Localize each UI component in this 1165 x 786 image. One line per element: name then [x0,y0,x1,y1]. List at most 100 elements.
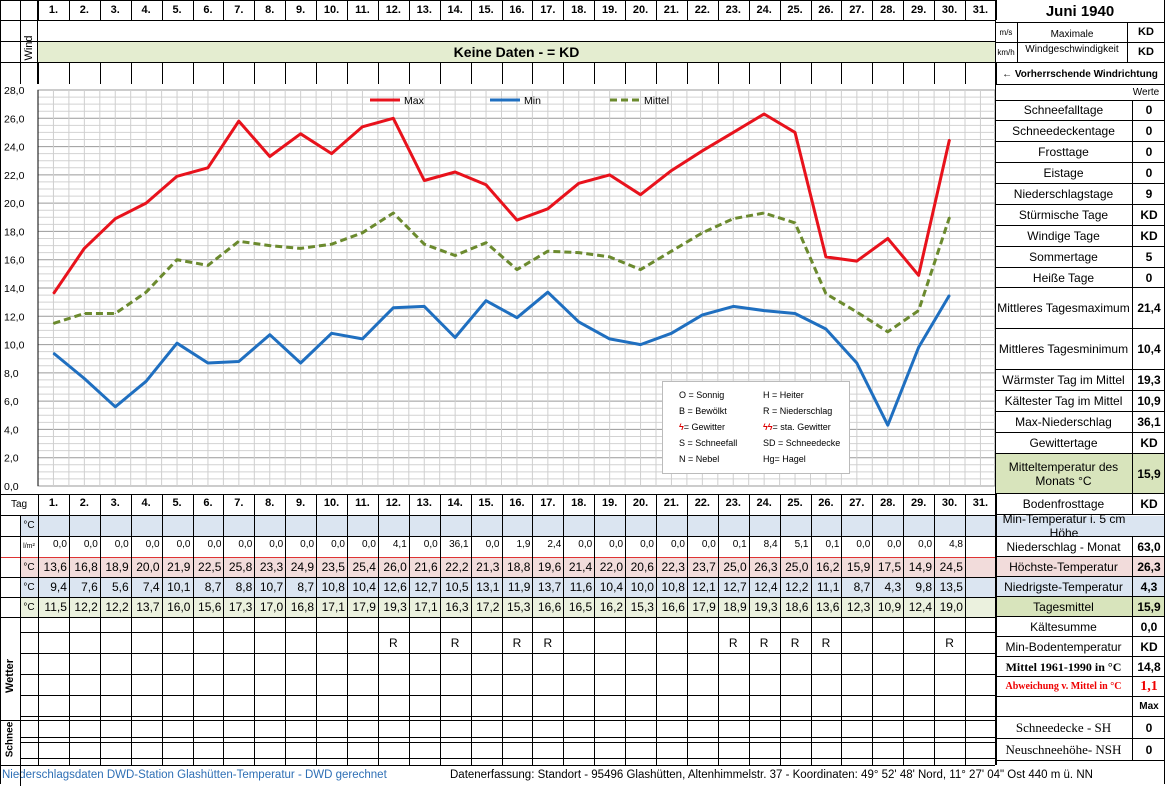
header-hline [0,20,995,21]
stat2-label: Kältesumme [1030,619,1097,634]
table-hline [0,536,995,537]
cell-mean: 19,3 [754,600,778,614]
table-vline [779,494,781,765]
data-point [176,175,178,177]
day-header-cell: 4. [141,4,151,16]
header-vline [995,62,997,84]
header-vline [810,62,812,84]
data-point [361,232,364,234]
cell-precip: 5,1 [794,539,809,550]
cell-precip: 0,0 [114,539,129,550]
y-tick-label: 8,0 [4,368,19,380]
stat-label: Mittleres Tagesminimum [998,342,1129,356]
stat2-value: 15,9 [1132,597,1165,616]
weather-hline [20,695,995,696]
weather-code [563,632,594,653]
header-vline [192,62,194,84]
cell-max: 14,9 [908,560,933,574]
stat2-row: Niederschlag - Monat 63,0 [995,537,1165,557]
wind-unit-kmh: km/h [997,47,1015,57]
data-point [207,362,209,364]
header-vline [20,0,21,84]
weather-code [69,632,100,653]
day-header-cell: 9. [296,4,306,16]
legend-label: Min [524,95,541,107]
data-point [269,244,271,247]
stat2-row: Schneedecke - SH 0 [995,717,1165,739]
weather-legend-item: S = Schneefall [679,438,737,448]
data-point [794,312,796,315]
weather-legend-text: Hg= Hagel [763,454,806,464]
cell-precip: 0,0 [52,539,67,550]
stat2-value: 0 [1132,717,1165,738]
weather-code [841,632,872,653]
data-point [83,247,85,249]
day-header-cell: 15. [478,4,494,16]
stat-label: Eistage [1043,166,1084,180]
stat2-label: Schneedecke - SH [1015,719,1112,735]
werte-label: Werte [1132,86,1160,98]
series-line-min [52,290,951,427]
y-tick-label: 0,0 [4,481,19,493]
row-unit [20,617,38,632]
data-point [392,212,394,214]
cell-days: 26. [818,497,834,509]
weather-code: R [790,635,800,650]
cell-min: 11,9 [507,580,531,594]
weather-code [254,632,285,653]
y-tick-label: 16,0 [4,255,25,267]
stat-value: 9 [1132,184,1165,204]
header-hline [995,62,1165,63]
data-point [52,352,55,354]
header-vline [903,62,905,84]
cell-mean: 16,0 [167,600,191,614]
row-unit: l/m² [23,543,35,550]
data-point [238,120,240,122]
weather-code: R [450,635,460,650]
weather-code [625,632,656,653]
cell-max: 17,5 [877,560,902,574]
data-point [423,179,425,182]
stat-row: Kältester Tag im Mittel 10,9 [995,391,1165,412]
weather-code [903,632,934,653]
data-point [918,346,920,348]
day-header-cell: 29. [910,4,927,16]
cell-mean: 17,9 [692,600,716,614]
cell-days: 5. [172,497,182,509]
day-header-cell: 28. [880,4,896,16]
stat2-label: Neuschneehöhe- NSH [1005,741,1122,757]
data-point [918,310,920,312]
cell-days: 29. [910,497,927,509]
prevailing-wind: ← Vorherrschende Windrichtung [1002,68,1158,80]
cell-mean: 17,0 [259,600,284,614]
header-vline [439,0,441,20]
wind-max-label: Maximale Windgeschwindigkeit [1025,29,1119,55]
data-point [948,216,951,218]
table-vline [192,494,194,765]
data-point [701,232,703,234]
weather-legend: O = Sonnig H = Heiter B = Bewölkt R = Niede… [662,381,850,474]
weather-hline [20,758,995,759]
cell-days: 15. [478,497,494,509]
header-vline [810,0,812,20]
weather-hline [20,674,995,675]
header-vline [841,62,843,84]
weather-code: R [543,635,553,650]
stat-row: Windige Tage KD [995,226,1165,247]
stat-label: Bodenfrosttage [1022,497,1105,511]
day-header-cell: 1. [48,4,59,16]
cell-mean: 17,1 [414,600,438,614]
stat2-label: Mittel 1961-1990 in °C [1005,659,1122,674]
data-point [794,131,796,134]
row-unit: °C [23,520,35,531]
stat-value: 10,9 [1132,391,1165,411]
table-vline [903,494,905,765]
table-vline [38,494,39,765]
stat-label: Max-Niederschlag [1015,415,1112,429]
table-vline [501,494,503,765]
cell-min: 10,4 [352,580,376,594]
cell-max: 20,0 [136,560,160,574]
data-point [609,256,611,258]
data-point [825,293,827,295]
cell-max: 23,7 [692,560,716,574]
